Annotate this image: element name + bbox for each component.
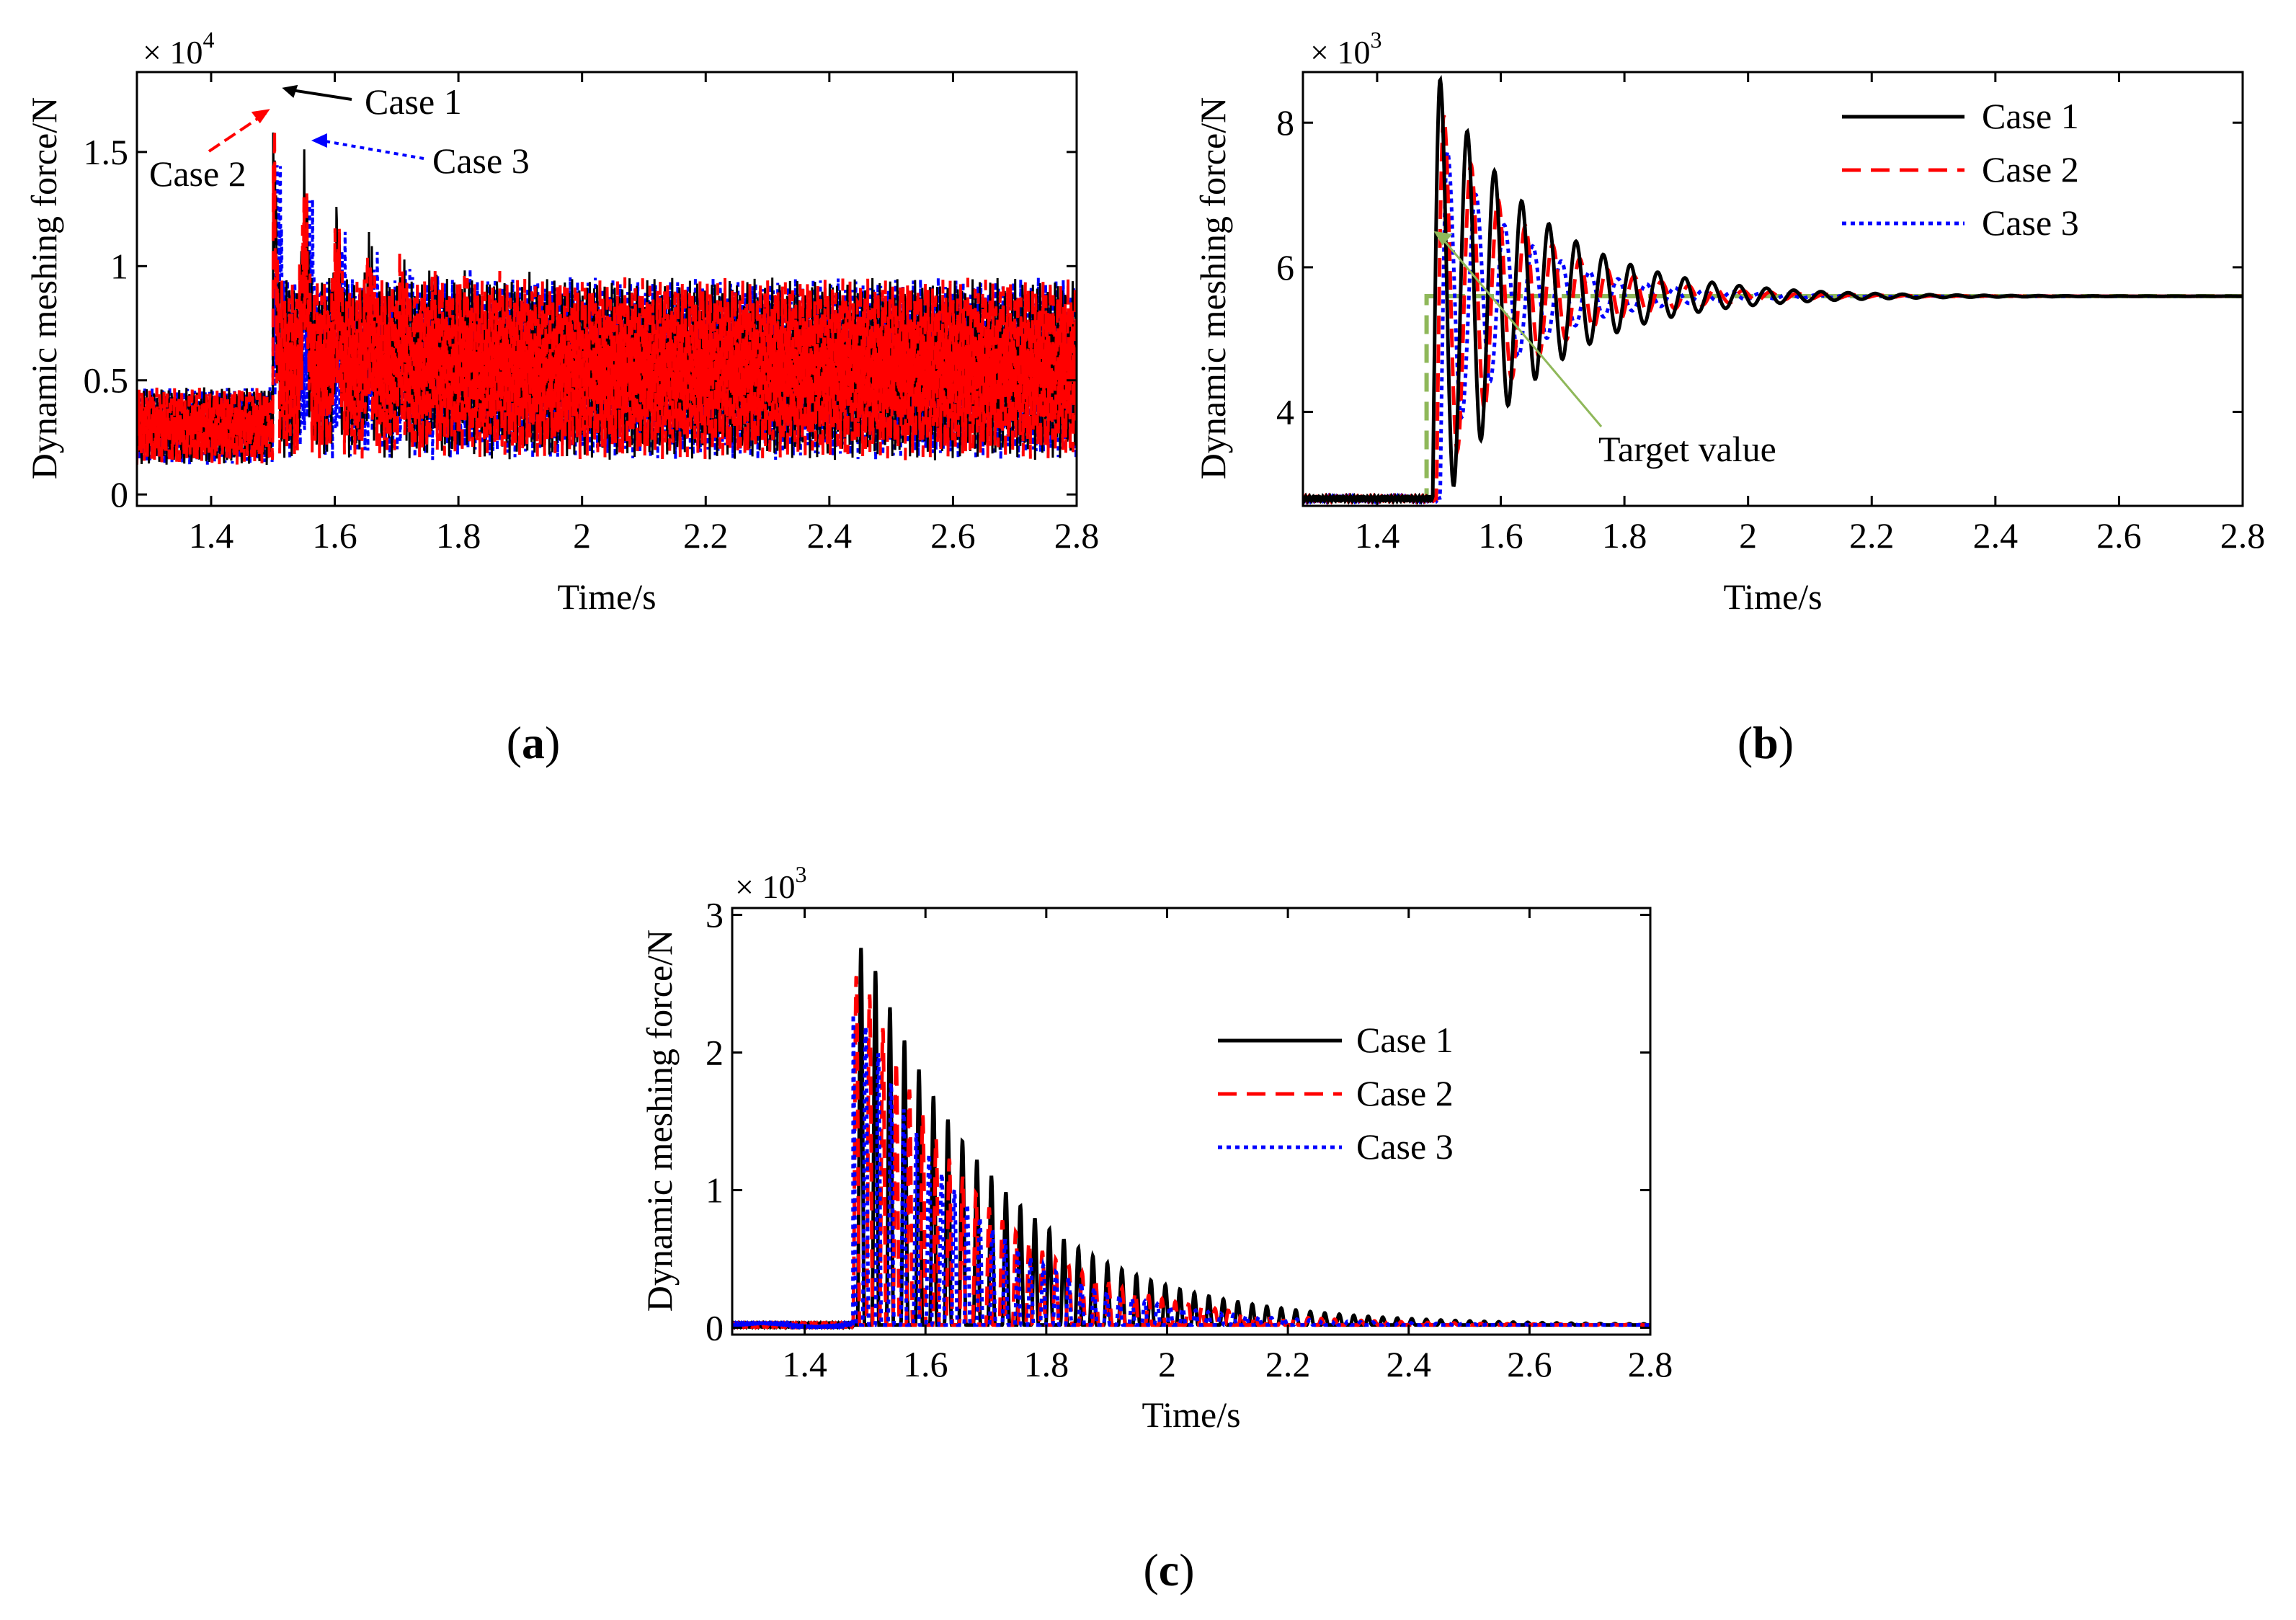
panel-b: 1.4 1.6 1.8 2 2.2 2.4 2.6 2.8 4 6 8 × 103 Time/s D… <box>1193 27 2265 617</box>
panel-c-legend: Case 1 Case 2 Case 3 <box>1218 1020 1454 1167</box>
panel-a-ticks: 1.4 1.6 1.8 2 2.2 2.4 2.6 2.8 0 0.5 1 1.5 <box>84 72 1100 556</box>
panel-c-multiplier-exponent: 3 <box>795 861 806 887</box>
panel-b-target-arrowhead <box>1433 231 1453 246</box>
panel-b-multiplier: × 103 <box>1310 27 1381 71</box>
panel-c-multiplier: × 103 <box>735 861 806 905</box>
panel-label-b: (b) <box>1737 717 1794 768</box>
panel-a-annotation-label-case-2: Case 2 <box>149 153 246 194</box>
panel-b-ytick-label: 6 <box>1276 247 1294 288</box>
panel-c-series-3 <box>732 1014 1650 1330</box>
panel-c-ytick-label: 0 <box>706 1307 724 1348</box>
panel-c-legend-label-3: Case 3 <box>1356 1126 1454 1167</box>
panel-b-ytick-label: 8 <box>1276 102 1294 143</box>
panel-b-legend-label-1: Case 1 <box>1982 96 2079 136</box>
panel-c-xtick-label: 1.4 <box>782 1344 827 1384</box>
panel-a-ytick-label: 1 <box>110 246 128 286</box>
panel-a: 1.4 1.6 1.8 2 2.2 2.4 2.6 2.8 0 0.5 1 1.5 × 104 Tim… <box>24 27 1099 617</box>
panel-c-lines <box>732 948 1650 1331</box>
panel-b-ylabel: Dynamic meshing force/N <box>1193 97 1233 479</box>
panel-a-annotation-arrow-case-1 <box>286 87 352 101</box>
panel-a-xtick-label: 2.6 <box>930 515 976 556</box>
panel-a-annotations: Case 1 Case 2 Case 3 <box>149 81 530 194</box>
panel-b-xlabel: Time/s <box>1723 577 1822 617</box>
panel-b-lines <box>1303 74 2243 505</box>
panel-c-xtick-label: 1.6 <box>903 1344 948 1384</box>
panel-c-xtick-label: 2.2 <box>1265 1344 1311 1384</box>
panel-c-legend-label-2: Case 2 <box>1356 1073 1454 1113</box>
panel-a-ytick-label: 0 <box>110 474 128 515</box>
panel-b-multiplier-exponent: 3 <box>1370 27 1381 53</box>
panel-c-series-2 <box>732 976 1650 1330</box>
panel-a-annotation-arrow-case-2 <box>208 112 267 153</box>
panel-a-multiplier: × 104 <box>143 27 214 71</box>
panel-a-annotation-label-case-1: Case 1 <box>365 81 462 122</box>
panel-a-xtick-label: 2 <box>573 515 591 556</box>
panel-c-xtick-label: 2.8 <box>1628 1344 1673 1384</box>
panel-c-ytick-label: 2 <box>706 1033 724 1073</box>
panel-b-target-label: Target value <box>1598 429 1776 469</box>
panel-a-annotation-arrowhead-case-2 <box>251 109 270 124</box>
panel-c-xtick-label: 2.6 <box>1507 1344 1552 1384</box>
panel-a-ytick-label: 1.5 <box>84 132 129 172</box>
panel-c-multiplier-base: × 10 <box>735 868 795 905</box>
panel-b-legend-label-3: Case 3 <box>1982 202 2079 243</box>
panel-b-xtick-label: 2.2 <box>1849 515 1895 556</box>
panel-a-xtick-label: 1.4 <box>189 515 234 556</box>
panel-a-axes-box <box>135 71 1078 507</box>
panel-b-xtick-label: 2.4 <box>1973 515 2019 556</box>
panel-b-legend: Case 1 Case 2 Case 3 <box>1842 96 2079 243</box>
panel-c-xtick-label: 2.4 <box>1386 1344 1431 1384</box>
panel-a-annotation-arrowhead-case-3 <box>311 133 327 148</box>
panel-a-xtick-label: 2.8 <box>1054 515 1100 556</box>
panel-a-annotation-label-case-3: Case 3 <box>432 141 530 181</box>
panel-label-c: (c) <box>1143 1544 1194 1595</box>
panel-a-xtick-label: 1.6 <box>312 515 357 556</box>
panel-a-ytick-label: 0.5 <box>84 360 129 401</box>
panel-c-ylabel: Dynamic meshing force/N <box>639 930 680 1312</box>
panel-a-xtick-label: 2.2 <box>683 515 729 556</box>
panel-a-multiplier-base: × 10 <box>143 34 203 71</box>
panel-b-legend-label-2: Case 2 <box>1982 149 2079 190</box>
panel-b-ticks: 1.4 1.6 1.8 2 2.2 2.4 2.6 2.8 4 6 8 <box>1276 72 2265 556</box>
panel-c-xtick-label: 1.8 <box>1024 1344 1069 1384</box>
panel-b-target-arrow <box>1440 236 1603 427</box>
panel-c-ticks: 1.4 1.6 1.8 2 2.2 2.4 2.6 2.8 0 1 2 3 <box>706 895 1673 1384</box>
panel-b-xtick-label: 2 <box>1739 515 1757 556</box>
panel-b-xtick-label: 2.6 <box>2096 515 2142 556</box>
panel-c-xlabel: Time/s <box>1142 1394 1240 1435</box>
panel-a-ylabel: Dynamic meshing force/N <box>24 97 64 479</box>
panel-b-xtick-label: 1.6 <box>1478 515 1523 556</box>
panel-b-axes-box <box>1301 71 2244 507</box>
panel-a-xlabel: Time/s <box>557 577 656 617</box>
panel-label-a: (a) <box>507 717 561 768</box>
panel-a-xtick-label: 1.8 <box>436 515 481 556</box>
panel-a-xtick-label: 2.4 <box>807 515 853 556</box>
panel-b-xtick-label: 1.8 <box>1602 515 1647 556</box>
panel-a-annotation-arrow-case-3 <box>321 139 424 160</box>
panel-c-ytick-label: 1 <box>706 1170 724 1210</box>
panel-c-xtick-label: 2 <box>1158 1344 1176 1384</box>
panel-a-lines <box>137 128 1077 466</box>
panel-a-series-2 <box>137 128 1077 465</box>
panel-b-xtick-label: 1.4 <box>1355 515 1400 556</box>
panel-b-xtick-label: 2.8 <box>2220 515 2266 556</box>
panel-b-ytick-label: 4 <box>1276 392 1294 432</box>
panel-a-annotation-arrowhead-case-1 <box>282 84 298 98</box>
panel-b-multiplier-base: × 10 <box>1310 34 1370 71</box>
panel-a-multiplier-exponent: 4 <box>203 27 214 53</box>
panel-c-axes-box <box>731 907 1652 1336</box>
panel-c-legend-label-1: Case 1 <box>1356 1020 1454 1060</box>
panel-c-ytick-label: 3 <box>706 895 724 935</box>
panel-b-annotations: Target value <box>1433 231 1776 469</box>
panel-b-series-1 <box>1303 74 2243 505</box>
